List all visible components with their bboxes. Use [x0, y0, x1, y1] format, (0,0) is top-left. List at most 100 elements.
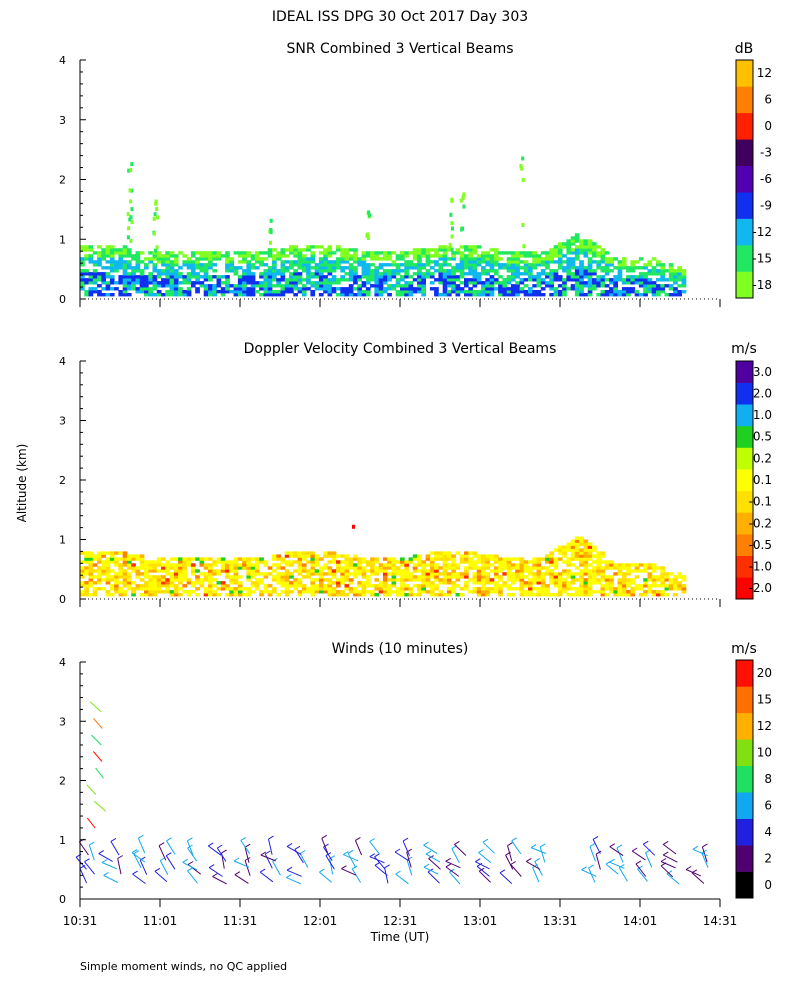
- doppler-cell: [97, 575, 102, 579]
- colorbar-swatch: [736, 139, 753, 166]
- snr-cell: [549, 257, 554, 261]
- snr-cell: [195, 272, 200, 276]
- doppler-cell: [493, 557, 499, 561]
- snr-cell: [481, 257, 486, 261]
- doppler-cell: [553, 548, 559, 552]
- wind-barb: [286, 845, 302, 855]
- snr-cell: [101, 266, 106, 270]
- doppler-cell: [331, 554, 337, 558]
- snr-cell: [237, 254, 243, 258]
- doppler-cell: [263, 575, 269, 579]
- doppler-cell: [220, 581, 226, 585]
- snr-cell: [510, 257, 516, 261]
- doppler-cell: [592, 590, 597, 594]
- snr-cell: [540, 257, 546, 261]
- snr-cell: [122, 260, 128, 264]
- doppler-cell: [276, 563, 281, 567]
- doppler-cell: [361, 572, 367, 576]
- doppler-cell: [621, 593, 627, 597]
- doppler-cell: [195, 569, 200, 573]
- doppler-cell: [634, 566, 640, 570]
- snr-cell: [263, 257, 269, 261]
- snr-cell: [80, 272, 85, 276]
- snr-cell: [336, 266, 341, 270]
- doppler-cell: [208, 569, 213, 573]
- snr-cell: [293, 260, 298, 264]
- doppler-cell: [357, 593, 362, 597]
- doppler-cell: [583, 572, 589, 576]
- doppler-cell: [212, 593, 217, 597]
- snr-cell: [464, 263, 469, 267]
- snr-cell: [656, 269, 661, 273]
- doppler-cell: [647, 566, 653, 570]
- snr-cell: [660, 275, 665, 279]
- snr-cell: [545, 284, 550, 288]
- doppler-cell: [442, 557, 448, 561]
- snr-cell: [208, 278, 213, 282]
- snr-cell: [579, 239, 584, 243]
- doppler-cell: [485, 560, 490, 564]
- doppler-cell: [280, 581, 286, 585]
- snr-cell: [617, 269, 623, 273]
- snr-cell: [344, 251, 350, 255]
- doppler-cell: [536, 587, 542, 591]
- snr-cell: [587, 242, 593, 246]
- doppler-cell: [604, 584, 610, 588]
- snr-cell: [92, 275, 98, 279]
- doppler-cell: [545, 554, 550, 558]
- snr-cell: [122, 254, 128, 258]
- snr-cell: [545, 266, 550, 270]
- doppler-cell: [92, 590, 98, 594]
- doppler-cell: [254, 578, 260, 582]
- doppler-cell: [476, 593, 482, 597]
- snr-cell: [357, 293, 362, 297]
- snr-cell: [233, 266, 239, 270]
- doppler-cell: [237, 590, 243, 594]
- snr-cell: [229, 260, 234, 264]
- snr-cell: [579, 287, 584, 291]
- snr-cell: [536, 293, 542, 297]
- doppler-cell: [280, 560, 286, 564]
- snr-cell: [254, 284, 260, 288]
- y-tick-label: 1: [59, 834, 66, 847]
- snr-cell: [557, 260, 563, 264]
- snr-cell: [574, 251, 580, 255]
- doppler-cell: [647, 590, 653, 594]
- snr-cell: [570, 266, 576, 270]
- doppler-cell: [156, 581, 162, 585]
- doppler-cell: [310, 578, 316, 582]
- doppler-cell: [438, 554, 444, 558]
- snr-cell: [242, 284, 247, 288]
- snr-cell: [161, 257, 166, 261]
- doppler-cell: [370, 563, 375, 567]
- snr-cell: [476, 245, 482, 249]
- doppler-cell: [574, 548, 580, 552]
- snr-cell: [446, 284, 452, 288]
- snr-cell: [203, 251, 209, 255]
- snr-cell: [272, 266, 277, 270]
- snr-cell: [365, 263, 371, 267]
- snr-cell: [412, 263, 418, 267]
- snr-cell: [289, 272, 294, 276]
- snr-cell: [421, 254, 426, 258]
- doppler-cell: [327, 572, 333, 576]
- doppler-cell: [429, 560, 435, 564]
- snr-cell: [472, 266, 478, 270]
- snr-cell: [156, 260, 162, 264]
- snr-cell: [323, 278, 328, 282]
- snr-cell: [464, 257, 469, 261]
- snr-cell: [596, 275, 601, 279]
- doppler-cell: [651, 593, 657, 597]
- doppler-cell: [208, 575, 213, 579]
- doppler-cell: [122, 578, 128, 582]
- snr-cell: [156, 251, 162, 255]
- doppler-cell: [408, 593, 414, 597]
- doppler-cell: [220, 587, 226, 591]
- doppler-cell: [438, 590, 444, 594]
- snr-cell: [154, 248, 157, 253]
- doppler-cell: [310, 557, 316, 561]
- doppler-cell: [195, 581, 200, 585]
- snr-cell: [195, 278, 200, 282]
- snr-cell: [391, 272, 397, 276]
- snr-cell: [404, 254, 409, 258]
